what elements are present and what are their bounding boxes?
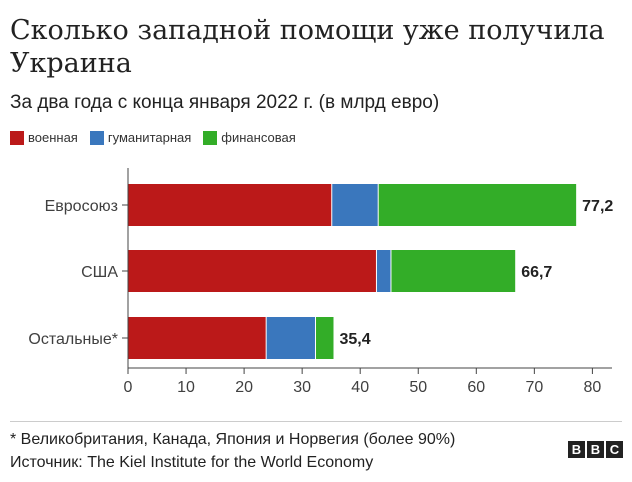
bar-humanitarian-1 xyxy=(331,184,379,226)
footer-divider xyxy=(10,421,622,422)
bar-financial-2 xyxy=(390,250,516,292)
bbc-logo: B B C xyxy=(566,441,623,458)
bar-financial-3 xyxy=(315,317,334,359)
x-tick-label-50: 50 xyxy=(409,379,427,396)
x-tick-label-80: 80 xyxy=(584,379,602,396)
legend-item-military: военная xyxy=(10,130,78,145)
bar-chart: Евросоюз 77,2 США 66,7 Остальные* 35,4 0 10 20 30… xyxy=(28,168,613,396)
legend-swatch-financial xyxy=(203,130,218,145)
chart-subtitle: За два года с конца января 2022 г. (в мл… xyxy=(10,92,440,113)
chart-title: Сколько западной помощи уже получила Укр… xyxy=(10,15,605,79)
bbc-logo-letter-3: C xyxy=(606,441,623,458)
bbc-logo-letter-2: B xyxy=(587,441,604,458)
bar-humanitarian-2 xyxy=(376,250,391,292)
x-tick-label-40: 40 xyxy=(351,379,369,396)
x-tick-label-70: 70 xyxy=(525,379,543,396)
bar-military-3 xyxy=(128,317,267,359)
legend-item-humanitarian: гуманитарная xyxy=(89,130,192,145)
footnote: * Великобритания, Канада, Япония и Норве… xyxy=(10,431,456,448)
bar-financial-1 xyxy=(378,184,577,226)
bar-military-1 xyxy=(128,184,332,226)
x-tick-label-0: 0 xyxy=(124,379,133,396)
bar-humanitarian-3 xyxy=(266,317,316,359)
legend-swatch-humanitarian xyxy=(89,130,104,145)
legend-swatch-military xyxy=(10,130,24,145)
x-tick-label-60: 60 xyxy=(467,379,485,396)
category-label-3: Остальные* xyxy=(28,331,118,348)
x-tick-label-30: 30 xyxy=(293,379,311,396)
legend-label-financial: финансовая xyxy=(221,130,296,145)
total-label-1: 77,2 xyxy=(582,198,613,215)
legend-label-military: военная xyxy=(28,130,78,145)
category-label-1: Евросоюз xyxy=(45,198,118,215)
total-label-3: 35,4 xyxy=(339,331,370,348)
legend: военная гуманитарная финансовая xyxy=(10,130,308,145)
legend-item-financial: финансовая xyxy=(203,130,296,145)
bbc-logo-letter-1: B xyxy=(568,441,585,458)
source-note: Источник: The Kiel Institute for the Wor… xyxy=(10,454,374,471)
category-label-2: США xyxy=(81,264,118,281)
total-label-2: 66,7 xyxy=(521,264,552,281)
x-tick-label-20: 20 xyxy=(235,379,253,396)
x-tick-label-10: 10 xyxy=(177,379,195,396)
legend-label-humanitarian: гуманитарная xyxy=(107,130,192,145)
bar-military-2 xyxy=(128,250,377,292)
